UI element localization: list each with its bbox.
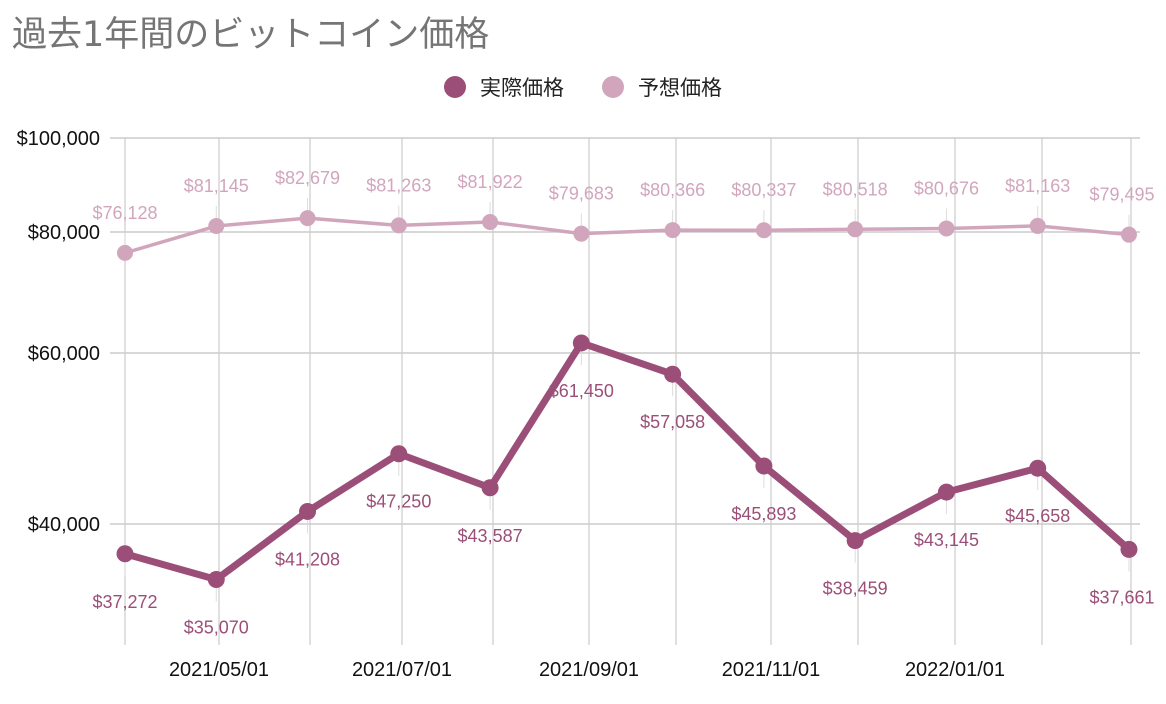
data-point-forecast bbox=[208, 218, 225, 235]
data-label-forecast: $80,676 bbox=[914, 178, 979, 198]
series-line-forecast bbox=[124, 216, 1130, 255]
data-label-forecast: $82,679 bbox=[275, 168, 340, 188]
legend-marker-forecast bbox=[602, 76, 624, 98]
data-point-forecast bbox=[299, 210, 316, 227]
x-tick-label: 2021/05/01 bbox=[169, 659, 269, 681]
data-label-actual: $43,145 bbox=[914, 530, 979, 550]
data-label-forecast: $80,518 bbox=[823, 179, 888, 199]
data-point-actual bbox=[846, 532, 864, 550]
data-label-actual: $35,070 bbox=[184, 617, 249, 637]
data-label-actual: $41,208 bbox=[275, 549, 340, 569]
data-point-forecast bbox=[390, 217, 407, 234]
data-label-actual: $45,658 bbox=[1005, 506, 1070, 526]
data-label-forecast: $76,128 bbox=[92, 203, 157, 223]
series-line-actual bbox=[124, 339, 1132, 583]
legend: 実際価格 予想価格 bbox=[0, 72, 1166, 102]
y-tick-label: $40,000 bbox=[28, 514, 100, 536]
data-label-actual: $37,272 bbox=[92, 592, 157, 612]
data-point-actual bbox=[572, 334, 590, 352]
data-point-actual bbox=[755, 457, 773, 475]
data-label-forecast: $81,922 bbox=[458, 172, 523, 192]
data-point-forecast bbox=[664, 222, 681, 239]
data-label-forecast: $80,366 bbox=[640, 180, 705, 200]
data-point-forecast bbox=[573, 225, 590, 242]
data-point-actual bbox=[1029, 459, 1047, 477]
data-point-forecast bbox=[938, 220, 955, 237]
data-label-forecast: $81,145 bbox=[184, 176, 249, 196]
x-tick-label: 2021/07/01 bbox=[352, 659, 452, 681]
data-label-forecast: $79,683 bbox=[549, 184, 614, 204]
data-point-forecast bbox=[1120, 226, 1137, 243]
data-label-actual: $38,459 bbox=[823, 579, 888, 599]
data-point-actual bbox=[390, 445, 408, 463]
data-label-forecast: $81,263 bbox=[366, 175, 431, 195]
data-label-actual: $61,450 bbox=[549, 381, 614, 401]
data-point-actual bbox=[1120, 540, 1138, 558]
data-point-forecast bbox=[755, 222, 772, 239]
data-label-forecast: $81,163 bbox=[1005, 176, 1070, 196]
data-point-forecast bbox=[117, 244, 133, 261]
data-label-actual: $37,661 bbox=[1089, 587, 1154, 607]
chart-title: 過去1年間のビットコイン価格 bbox=[12, 15, 490, 55]
y-tick-label: $80,000 bbox=[28, 222, 100, 244]
legend-item-actual[interactable]: 実際価格 bbox=[444, 72, 564, 102]
legend-item-forecast[interactable]: 予想価格 bbox=[602, 72, 722, 102]
data-label-actual: $45,893 bbox=[731, 504, 796, 524]
data-point-forecast bbox=[847, 221, 864, 238]
data-point-actual bbox=[116, 545, 134, 563]
x-tick-label: 2022/01/01 bbox=[905, 659, 1005, 681]
data-label-forecast: $79,495 bbox=[1089, 185, 1154, 205]
legend-label-actual: 実際価格 bbox=[480, 76, 564, 100]
data-label-actual: $43,587 bbox=[458, 526, 523, 546]
y-tick-label: $60,000 bbox=[28, 343, 100, 365]
data-point-forecast bbox=[1029, 217, 1046, 234]
data-point-actual bbox=[937, 483, 955, 501]
data-point-actual bbox=[481, 479, 499, 497]
legend-label-forecast: 予想価格 bbox=[638, 76, 722, 100]
data-point-actual bbox=[207, 570, 225, 588]
x-tick-label: 2021/09/01 bbox=[539, 659, 639, 681]
data-point-actual bbox=[664, 365, 682, 383]
data-point-actual bbox=[299, 502, 317, 520]
legend-marker-actual bbox=[444, 76, 466, 98]
data-label-forecast: $80,337 bbox=[731, 180, 796, 200]
data-point-forecast bbox=[482, 213, 499, 230]
data-label-actual: $57,058 bbox=[640, 412, 705, 432]
y-tick-label: $100,000 bbox=[17, 128, 100, 150]
data-label-actual: $47,250 bbox=[366, 492, 431, 512]
x-tick-label: 2021/11/01 bbox=[722, 659, 821, 681]
